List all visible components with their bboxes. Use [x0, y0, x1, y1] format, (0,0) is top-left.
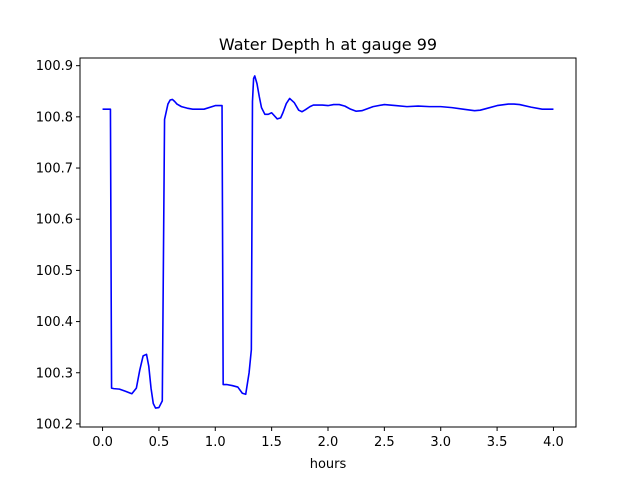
chart-title: Water Depth h at gauge 99 [219, 35, 437, 54]
x-tick-label: 3.5 [487, 435, 508, 450]
y-tick-label: 100.9 [36, 59, 73, 74]
x-tick-label: 0.0 [92, 435, 113, 450]
x-tick-label: 1.5 [261, 435, 282, 450]
y-tick-label: 100.7 [36, 162, 73, 177]
y-tick-label: 100.3 [36, 366, 73, 381]
series-line [102, 75, 554, 409]
x-tick-label: 4.0 [543, 435, 564, 450]
y-tick-label: 100.5 [36, 264, 73, 279]
x-tick-label: 2.0 [318, 435, 339, 450]
x-tick-label: 3.0 [430, 435, 451, 450]
y-tick-label: 100.4 [36, 315, 73, 330]
y-tick-label: 100.2 [36, 417, 73, 432]
plot-frame [79, 57, 577, 428]
y-axis: 100.2 100.3 100.4 100.5 100.6 100.7 100.8 100.9 [36, 59, 80, 432]
y-tick-label: 100.6 [36, 213, 73, 228]
y-tick-label: 100.8 [36, 110, 73, 125]
x-tick-label: 1.0 [205, 435, 226, 450]
plot-area [102, 75, 554, 409]
x-axis-label: hours [310, 457, 347, 472]
x-axis: 0.0 0.5 1.0 1.5 2.0 2.5 3.0 3.5 4.0 [92, 427, 564, 450]
x-tick-label: 2.5 [374, 435, 395, 450]
x-tick-label: 0.5 [149, 435, 170, 450]
